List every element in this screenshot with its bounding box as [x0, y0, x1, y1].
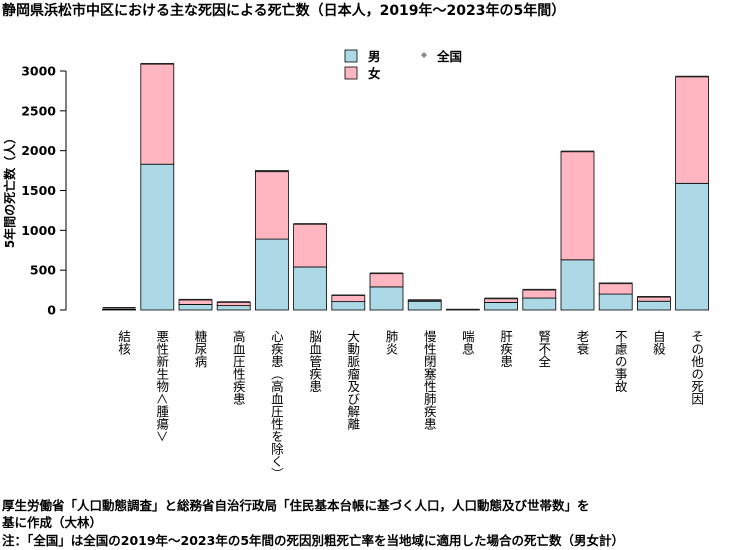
bar-male — [331, 301, 366, 311]
bar-male — [369, 286, 404, 311]
y-tick-label: 0 — [47, 303, 56, 318]
bar-male — [675, 182, 709, 311]
bar-male — [407, 300, 442, 311]
legend-label-female: 女 — [368, 66, 381, 81]
bar-female — [254, 170, 289, 240]
legend-marker-national — [421, 52, 427, 58]
footnote: 注：「全国」は全国の2019年～2023年の5年間の死因別粗死亡率を当地域に適用… — [2, 533, 625, 548]
bar-male — [216, 305, 251, 311]
x-tick-label: 悪性新生物＜腫瘍＞ — [154, 330, 169, 443]
source-note-line2: 基に作成（大林） — [2, 515, 103, 530]
bar-male — [522, 297, 557, 311]
y-tick-label: 1000 — [21, 223, 56, 238]
x-tick-label: 大動脈瘤及び解離 — [345, 330, 360, 430]
bar-female — [140, 63, 175, 165]
source-note-line1: 厚生労働省「人口動態調査」と総務省自治行政局「住民基本台帳に基づく人口，人口動態… — [2, 498, 590, 513]
bar-female — [522, 289, 557, 299]
y-tick-label: 1500 — [21, 183, 56, 198]
bar-male — [598, 293, 633, 311]
legend-swatch-female — [344, 66, 358, 80]
x-tick-label: その他の死因 — [689, 330, 704, 405]
legend-label-national: 全国 — [436, 49, 462, 64]
national-markers — [102, 63, 709, 311]
x-tick-label: 不慮の事故 — [613, 330, 628, 393]
bar-male — [560, 259, 595, 311]
x-tick-label: 肝疾患 — [498, 330, 513, 368]
legend-swatch-male — [344, 49, 358, 63]
x-tick-label: 結核 — [116, 330, 131, 355]
bar-female — [293, 223, 328, 268]
x-tick-label: 慢性閉塞性肺疾患 — [422, 330, 437, 430]
y-tick-label: 2000 — [21, 143, 56, 158]
y-tick-label: 500 — [30, 263, 56, 278]
bar-male — [637, 300, 671, 311]
bar-male — [140, 163, 175, 311]
bar-male — [484, 302, 519, 311]
bar-female — [369, 272, 404, 288]
bar-female — [675, 76, 709, 184]
bar-female — [331, 294, 366, 303]
x-tick-label: 自殺 — [651, 330, 666, 355]
x-tick-label: 腎不全 — [536, 330, 551, 368]
legend: 男女 全国 — [344, 49, 462, 81]
x-tick-label: 高血圧性疾患 — [231, 329, 246, 405]
x-tick-label: 脳血管疾患 — [307, 330, 322, 393]
bar-male — [178, 304, 213, 311]
bar-male — [254, 238, 289, 311]
y-axis: 0 500 1000 1500 2000 2500 3000 — [21, 64, 67, 318]
bar-male — [293, 266, 328, 311]
y-axis-label: 5年間の死亡数（人） — [2, 132, 17, 248]
x-tick-label: 老衰 — [575, 330, 590, 355]
chart-title: 静岡県浜松市中区における主な死因による死亡数（日本人，2019年～2023年の5… — [2, 3, 566, 19]
x-tick-label: 肺炎 — [384, 330, 399, 355]
bar-female — [598, 282, 633, 295]
legend-label-male: 男 — [368, 49, 381, 64]
y-tick-label: 3000 — [21, 64, 56, 79]
y-tick-label: 2500 — [21, 103, 56, 118]
x-tick-label: 糖尿病 — [193, 329, 208, 368]
x-tick-labels: 結核 悪性新生物＜腫瘍＞ 糖尿病 高血圧性疾患 心疾患（高血圧性を除く） 脳血管疾患 大動脈… — [116, 329, 704, 480]
x-tick-label: 心疾患（高血圧性を除く） — [269, 330, 284, 480]
x-tick-label: 喘息 — [460, 329, 475, 355]
bars — [102, 63, 709, 311]
bar-female — [560, 151, 595, 261]
